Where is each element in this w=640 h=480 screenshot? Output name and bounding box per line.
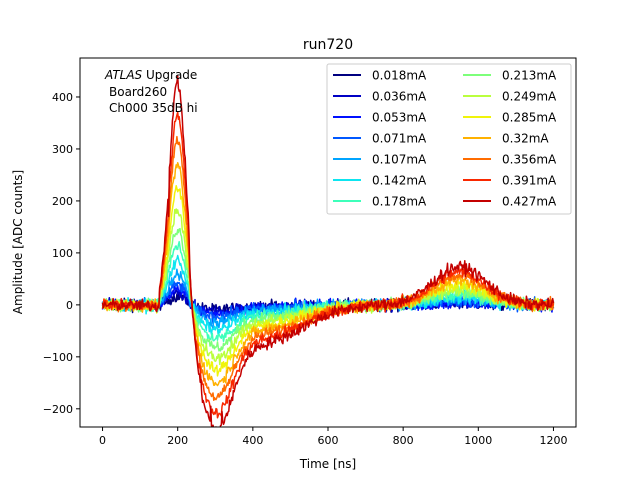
annotation-upgrade: Upgrade: [142, 68, 197, 82]
y-tick-label: 100: [52, 247, 73, 260]
annotation-atlas: ATLAS: [104, 68, 143, 82]
x-tick-label: 600: [318, 434, 339, 447]
y-tick-label: −200: [43, 403, 73, 416]
chart-title: run720: [303, 37, 353, 53]
legend-label: 0.142mA: [372, 174, 427, 188]
series-line: [101, 111, 555, 419]
atlas-annotation: ATLAS Upgrade Board260 Ch000 35dB hi: [104, 68, 198, 115]
legend-label: 0.391mA: [502, 174, 557, 188]
legend-label: 0.053mA: [372, 111, 427, 125]
annotation-line-1: ATLAS Upgrade: [104, 68, 197, 82]
legend-box: [326, 63, 572, 215]
legend-entries: 0.018mA 0.036mA 0.053mA 0.071mA 0.107mA 0.142…: [333, 69, 557, 209]
y-axis: −200 −100 0 100 200 300 400: [43, 91, 80, 416]
legend-label: 0.285mA: [502, 111, 557, 125]
legend-label: 0.036mA: [372, 90, 427, 104]
legend-label: 0.427mA: [502, 195, 557, 209]
legend-label: 0.249mA: [502, 90, 557, 104]
legend-label: 0.107mA: [372, 153, 427, 167]
x-tick-label: 200: [167, 434, 188, 447]
series-line: [101, 75, 555, 427]
legend-label: 0.32mA: [502, 132, 549, 146]
legend-label: 0.071mA: [372, 132, 427, 146]
x-tick-label: 1200: [539, 434, 567, 447]
legend-label: 0.178mA: [372, 195, 427, 209]
x-tick-label: 0: [99, 434, 106, 447]
y-tick-label: 300: [52, 143, 73, 156]
x-tick-label: 800: [393, 434, 414, 447]
series-layer: [101, 75, 555, 427]
y-tick-label: 400: [52, 91, 73, 104]
x-axis-label: Time [ns]: [299, 457, 356, 471]
x-tick-label: 1000: [464, 434, 492, 447]
legend-label: 0.356mA: [502, 153, 557, 167]
y-tick-label: −100: [43, 351, 73, 364]
x-axis: 0 200 400 600 800 1000 1200: [99, 427, 567, 447]
legend-label: 0.018mA: [372, 69, 427, 83]
annotation-line-3: Ch000 35dB hi: [109, 101, 198, 115]
y-tick-label: 0: [66, 299, 73, 312]
annotation-line-2: Board260: [109, 85, 167, 99]
x-tick-label: 400: [242, 434, 263, 447]
legend-label: 0.213mA: [502, 69, 557, 83]
legend: 0.018mA 0.036mA 0.053mA 0.071mA 0.107mA 0.142…: [326, 63, 572, 215]
y-axis-label: Amplitude [ADC counts]: [11, 170, 25, 314]
y-tick-label: 200: [52, 195, 73, 208]
